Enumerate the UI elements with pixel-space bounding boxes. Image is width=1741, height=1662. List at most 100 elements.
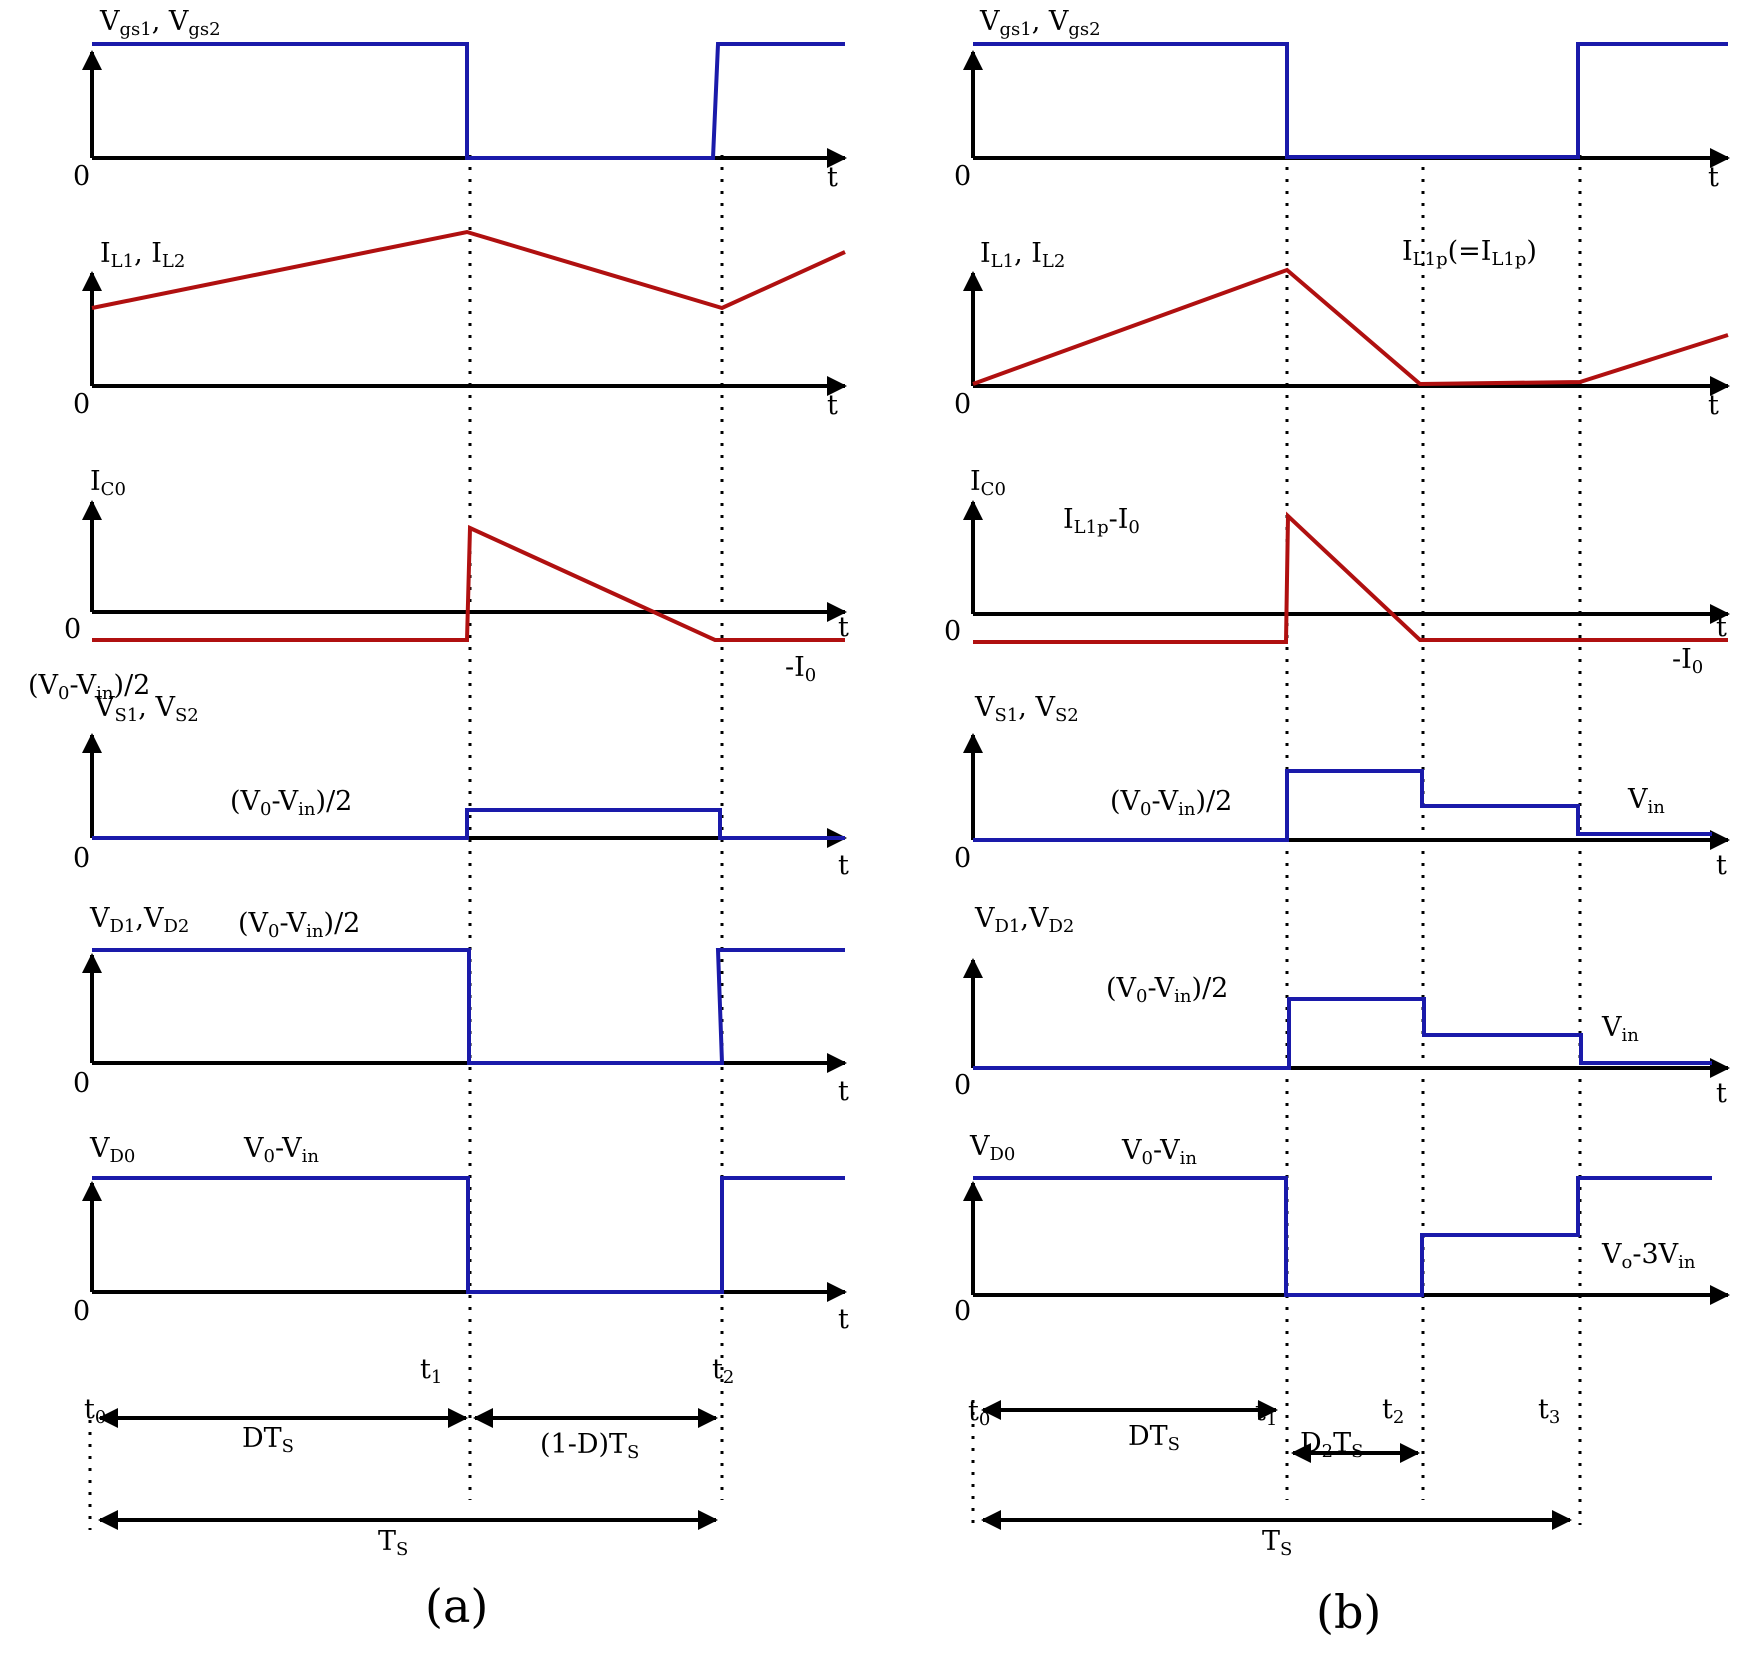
- origin-label: 0: [73, 1068, 90, 1099]
- svg-text:t2: t2: [712, 1354, 734, 1388]
- svg-text:V0-Vin: V0-Vin: [1121, 1135, 1197, 1169]
- plot-vs-a: (V0-Vin)/2 VS1, VS2 (V0-Vin)/2 0 t: [28, 670, 849, 881]
- t-axis-label: t: [1716, 1078, 1727, 1109]
- t2-label-b: t: [1382, 1394, 1393, 1425]
- ts-label-b: T: [1262, 1526, 1280, 1557]
- plot-vd-b: VD1,VD2 (V0-Vin)/2 Vin 0 t: [954, 903, 1730, 1109]
- t3-label-b: t: [1538, 1394, 1549, 1425]
- svg-text:IC0: IC0: [970, 466, 1006, 500]
- vgs-waveform-a: [92, 42, 845, 160]
- origin-label: 0: [64, 614, 81, 645]
- svg-text:VD0: VD0: [969, 1131, 1015, 1165]
- svg-text:t0: t0: [84, 1394, 106, 1428]
- svg-text:-I0: -I0: [785, 652, 816, 686]
- vd-label-b: V: [974, 903, 995, 934]
- panel-a: Vgs1, Vgs2 0 t IL1, IL2 0 t IC0 0 t -I0: [28, 6, 849, 1633]
- svg-text:(V0-Vin)/2: (V0-Vin)/2: [238, 908, 360, 942]
- svg-text:Vo-3Vin: Vo-3Vin: [1601, 1239, 1696, 1273]
- svg-text:Vin: Vin: [1601, 1012, 1639, 1046]
- svg-text:IL1, IL2: IL1, IL2: [100, 238, 185, 272]
- ic0-label-a: I: [90, 466, 101, 497]
- timing-b: t0 t1 t2 t3 DTS D2TS TS: [968, 1394, 1572, 1560]
- origin-label: 0: [73, 843, 90, 874]
- vs-waveform-b: [973, 769, 1712, 842]
- t0-label-a: t: [84, 1394, 95, 1425]
- svg-text:VD0: VD0: [89, 1133, 135, 1167]
- svg-text:t1: t1: [1255, 1396, 1277, 1430]
- vd-vin-label-b: V: [1601, 1012, 1622, 1043]
- plot-vd-a: VD1,VD2 (V0-Vin)/2 0 t: [73, 903, 849, 1107]
- vs-waveform-a: [92, 808, 845, 840]
- vs-level-label-b: (V: [1110, 786, 1141, 817]
- vd0-waveform-b: [973, 1176, 1712, 1297]
- plot-il-b: IL1, IL2 IL1p(=IL1p) 0 t: [954, 236, 1730, 421]
- vs-label-a: V: [94, 692, 115, 723]
- vd-level-label-a: (V: [238, 908, 269, 939]
- svg-text:(V0-Vin)/2: (V0-Vin)/2: [1110, 786, 1232, 820]
- il-label-a: I: [100, 238, 111, 269]
- t-axis-label: t: [1716, 850, 1727, 881]
- t2-label-a: t: [712, 1354, 723, 1385]
- origin-label: 0: [954, 843, 971, 874]
- svg-text:(V0-Vin)/2: (V0-Vin)/2: [230, 786, 352, 820]
- ic0-label-b: I: [970, 466, 981, 497]
- plot-il-a: IL1, IL2 0 t: [73, 229, 847, 421]
- svg-text:t1: t1: [420, 1354, 442, 1388]
- origin-label: 0: [73, 1296, 90, 1327]
- svg-text:VS1, VS2: VS1, VS2: [974, 692, 1079, 726]
- origin-label: 0: [954, 389, 971, 420]
- plot-vs-b: VS1, VS2 (V0-Vin)/2 Vin 0 t: [954, 692, 1730, 881]
- vd-waveform-a: [92, 948, 845, 1065]
- plot-ic0-b: IC0 IL1p-I0 0 t -I0: [944, 466, 1730, 678]
- neg-i0-label-b: -I: [1672, 644, 1692, 675]
- svg-text:VD1,VD2: VD1,VD2: [974, 903, 1074, 937]
- t0-label-b: t: [968, 1396, 979, 1427]
- svg-text:VD1,VD2: VD1,VD2: [89, 903, 189, 937]
- t-axis-label: t: [838, 1304, 849, 1335]
- vd0-waveform-a: [92, 1176, 845, 1294]
- origin-label: 0: [954, 1070, 971, 1101]
- plot-ic0-a: IC0 0 t -I0: [64, 466, 849, 686]
- svg-text:IC0: IC0: [90, 466, 126, 500]
- dts-label-b: DT: [1128, 1421, 1168, 1452]
- svg-text:D2TS: D2TS: [1300, 1428, 1363, 1462]
- il-label-b: I: [980, 238, 991, 269]
- one-minus-d-ts-label-a: (1-D)T: [540, 1429, 627, 1460]
- caption-a: (a): [425, 1579, 488, 1633]
- vs-vin-label-b: V: [1627, 784, 1648, 815]
- t-axis-label: t: [838, 850, 849, 881]
- t-axis-label: t: [827, 162, 838, 193]
- neg-i0-label-a: -I: [785, 652, 805, 683]
- svg-text:Vin: Vin: [1627, 784, 1665, 818]
- il-peak-label-b: I: [1402, 236, 1413, 267]
- plot-vgs-b: Vgs1, Vgs2 0 t: [954, 6, 1730, 193]
- svg-text:t3: t3: [1538, 1394, 1560, 1428]
- il-waveform-a: [91, 229, 846, 311]
- vs-label-b: V: [974, 692, 995, 723]
- vs-top-level-a: (V: [28, 670, 59, 701]
- t-axis-label: t: [1716, 612, 1727, 643]
- svg-text:DTS: DTS: [1128, 1421, 1180, 1455]
- t-axis-label: t: [827, 390, 838, 421]
- origin-label: 0: [954, 1296, 971, 1327]
- ic0-peak-label-b: I: [1063, 504, 1074, 535]
- origin-label: 0: [73, 161, 90, 192]
- panel-b: Vgs1, Vgs2 0 t IL1, IL2 IL1p(=IL1p) 0 t …: [944, 6, 1730, 1639]
- vd0-low-level-label-b: V: [1601, 1239, 1622, 1270]
- svg-text:(1-D)TS: (1-D)TS: [540, 1429, 639, 1463]
- svg-text:V0-Vin: V0-Vin: [243, 1133, 319, 1167]
- t-axis-label: t: [1708, 162, 1719, 193]
- vd0-level-label-a: V: [243, 1133, 264, 1164]
- svg-text:TS: TS: [1262, 1526, 1292, 1560]
- svg-text:-I0: -I0: [1672, 644, 1703, 678]
- svg-text:IL1p-I0: IL1p-I0: [1063, 504, 1140, 538]
- plot-vgs-a: Vgs1, Vgs2 0 t: [73, 6, 847, 193]
- vs-level-label-a: (V: [230, 786, 261, 817]
- vgs-waveform-b: [973, 42, 1728, 159]
- vd-level-label-b: (V: [1106, 973, 1137, 1004]
- svg-text:IL1p(=IL1p): IL1p(=IL1p): [1402, 236, 1537, 270]
- vd-waveform-b: [973, 997, 1712, 1070]
- svg-text:(V0-Vin)/2: (V0-Vin)/2: [28, 670, 150, 704]
- plot-vd0-a: VD0 V0-Vin 0 t: [73, 1133, 849, 1335]
